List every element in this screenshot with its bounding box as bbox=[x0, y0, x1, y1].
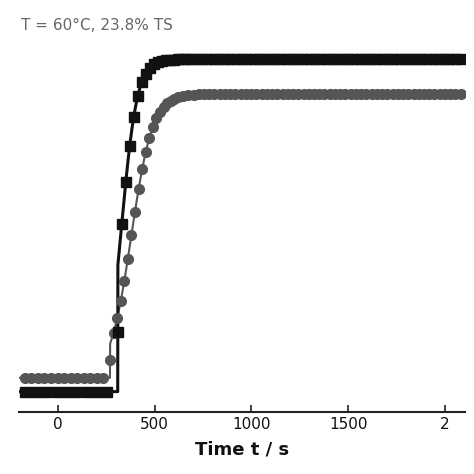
X-axis label: Time t / s: Time t / s bbox=[195, 440, 289, 458]
Text: T = 60°C, 23.8% TS: T = 60°C, 23.8% TS bbox=[21, 18, 173, 33]
